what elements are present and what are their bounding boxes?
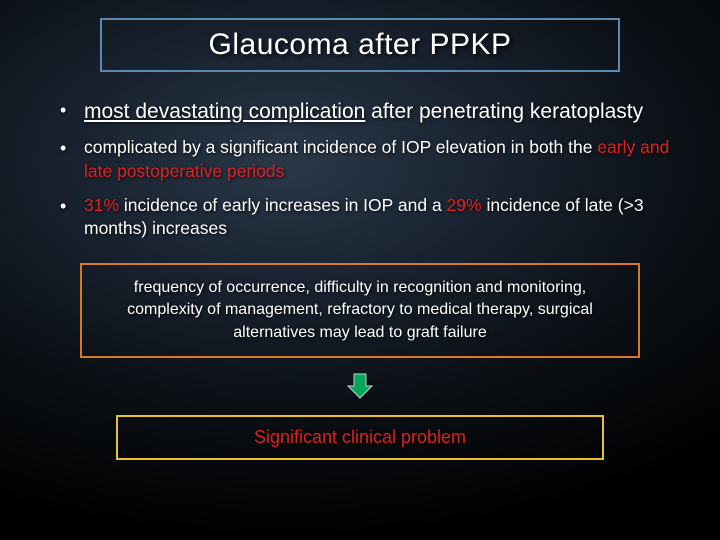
bullet-segment: complicated by a significant incidence o… <box>84 137 597 157</box>
slide-title: Glaucoma after PPKP <box>209 28 512 61</box>
bullet-segment: 31% <box>84 195 119 215</box>
bullet-item: most devastating complication after pene… <box>50 98 670 126</box>
bullet-segment: most devastating complication <box>84 100 365 123</box>
callout-box-yellow: Significant clinical problem <box>116 415 604 460</box>
bullet-item: 31% incidence of early increases in IOP … <box>50 194 670 241</box>
down-arrow-icon <box>346 372 374 400</box>
slide: Glaucoma after PPKP most devastating com… <box>0 0 720 540</box>
callout-orange-text: frequency of occurrence, difficulty in r… <box>127 279 593 341</box>
bullet-list: most devastating complication after pene… <box>50 98 670 241</box>
arrow-container <box>50 372 670 405</box>
bullet-segment: 29% <box>447 195 482 215</box>
bullet-item: complicated by a significant incidence o… <box>50 136 670 183</box>
callout-box-orange: frequency of occurrence, difficulty in r… <box>80 263 640 358</box>
arrow-path <box>348 374 372 398</box>
title-box: Glaucoma after PPKP <box>100 18 620 72</box>
callout-yellow-text: Significant clinical problem <box>254 427 466 447</box>
bullet-segment: incidence of early increases in IOP and … <box>119 195 447 215</box>
bullet-segment: after penetrating keratoplasty <box>365 100 643 123</box>
